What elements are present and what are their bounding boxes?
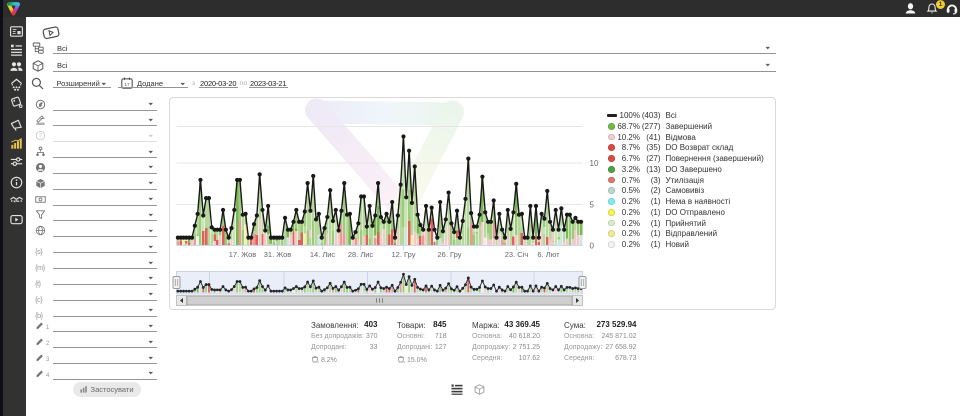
svg-text:10: 10: [589, 159, 598, 168]
svg-text:12. Гру: 12. Гру: [391, 250, 415, 259]
svg-text:23. Січ: 23. Січ: [504, 250, 528, 259]
svg-text:x: x: [318, 360, 319, 363]
svg-text:26. Гру: 26. Гру: [437, 250, 461, 259]
svg-text:5: 5: [589, 201, 594, 210]
svg-text:17. Жов: 17. Жов: [228, 250, 256, 259]
svg-text:14. Лис: 14. Лис: [309, 250, 335, 259]
svg-text:0: 0: [589, 242, 594, 251]
svg-text:x: x: [404, 360, 405, 363]
svg-text:?: ?: [39, 133, 43, 140]
svg-text:6. Лют: 6. Лют: [537, 250, 560, 259]
svg-text:17: 17: [124, 82, 130, 87]
svg-text:28. Лис: 28. Лис: [347, 250, 373, 259]
svg-text:31. Жов: 31. Жов: [263, 250, 291, 259]
